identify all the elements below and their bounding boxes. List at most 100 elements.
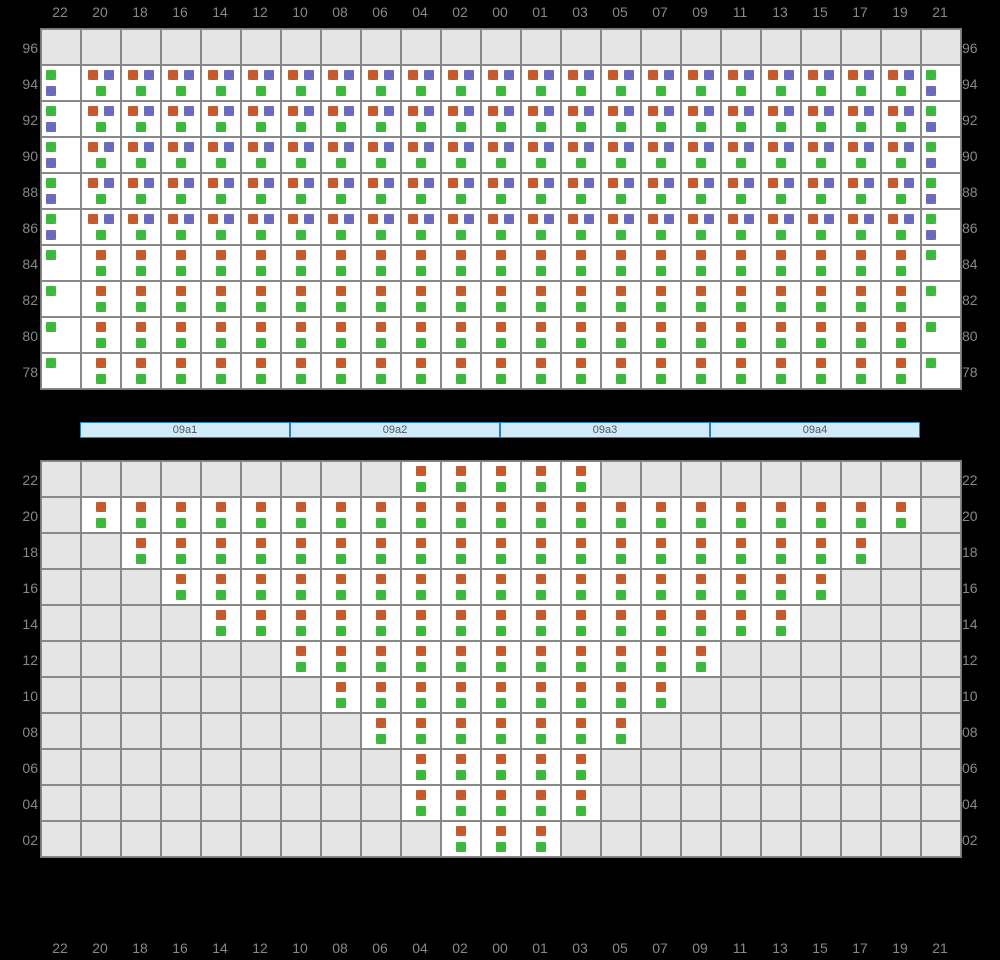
rack-cell[interactable]: [441, 749, 481, 785]
rack-cell[interactable]: [161, 29, 201, 65]
rack-cell[interactable]: [161, 533, 201, 569]
rack-cell[interactable]: [241, 533, 281, 569]
rack-cell[interactable]: [81, 137, 121, 173]
rack-cell[interactable]: [721, 497, 761, 533]
rack-cell[interactable]: [281, 677, 321, 713]
rack-cell[interactable]: [321, 353, 361, 389]
rack-cell[interactable]: [881, 353, 921, 389]
rack-cell[interactable]: [441, 677, 481, 713]
rack-cell[interactable]: [561, 821, 601, 857]
rack-cell[interactable]: [281, 29, 321, 65]
rack-cell[interactable]: [81, 605, 121, 641]
rack-cell[interactable]: [881, 605, 921, 641]
rack-cell[interactable]: [401, 101, 441, 137]
rack-cell[interactable]: [161, 749, 201, 785]
rack-cell[interactable]: [41, 101, 81, 137]
rack-cell[interactable]: [601, 569, 641, 605]
rack-cell[interactable]: [121, 29, 161, 65]
rack-cell[interactable]: [121, 461, 161, 497]
segment[interactable]: 09a3: [500, 422, 710, 438]
rack-cell[interactable]: [41, 497, 81, 533]
rack-cell[interactable]: [161, 281, 201, 317]
rack-cell[interactable]: [121, 497, 161, 533]
rack-cell[interactable]: [761, 173, 801, 209]
rack-cell[interactable]: [161, 65, 201, 101]
rack-cell[interactable]: [161, 785, 201, 821]
rack-cell[interactable]: [161, 101, 201, 137]
rack-cell[interactable]: [681, 821, 721, 857]
rack-cell[interactable]: [361, 821, 401, 857]
rack-cell[interactable]: [601, 353, 641, 389]
rack-cell[interactable]: [761, 245, 801, 281]
rack-cell[interactable]: [401, 569, 441, 605]
rack-cell[interactable]: [521, 821, 561, 857]
rack-cell[interactable]: [561, 137, 601, 173]
rack-cell[interactable]: [161, 137, 201, 173]
rack-cell[interactable]: [881, 209, 921, 245]
rack-cell[interactable]: [841, 137, 881, 173]
rack-cell[interactable]: [841, 785, 881, 821]
rack-cell[interactable]: [801, 497, 841, 533]
rack-cell[interactable]: [521, 497, 561, 533]
rack-cell[interactable]: [601, 173, 641, 209]
rack-cell[interactable]: [561, 641, 601, 677]
rack-cell[interactable]: [321, 317, 361, 353]
rack-cell[interactable]: [201, 785, 241, 821]
rack-cell[interactable]: [41, 245, 81, 281]
rack-cell[interactable]: [441, 821, 481, 857]
rack-cell[interactable]: [441, 533, 481, 569]
rack-cell[interactable]: [441, 641, 481, 677]
rack-cell[interactable]: [841, 641, 881, 677]
rack-cell[interactable]: [401, 137, 441, 173]
rack-cell[interactable]: [481, 101, 521, 137]
rack-cell[interactable]: [641, 497, 681, 533]
rack-cell[interactable]: [81, 713, 121, 749]
rack-cell[interactable]: [201, 281, 241, 317]
rack-cell[interactable]: [321, 209, 361, 245]
rack-cell[interactable]: [321, 65, 361, 101]
rack-cell[interactable]: [881, 461, 921, 497]
rack-cell[interactable]: [321, 29, 361, 65]
rack-cell[interactable]: [921, 281, 961, 317]
rack-cell[interactable]: [761, 137, 801, 173]
rack-cell[interactable]: [241, 785, 281, 821]
rack-cell[interactable]: [401, 785, 441, 821]
rack-cell[interactable]: [361, 749, 401, 785]
rack-cell[interactable]: [81, 101, 121, 137]
rack-cell[interactable]: [441, 461, 481, 497]
rack-cell[interactable]: [161, 245, 201, 281]
rack-cell[interactable]: [721, 101, 761, 137]
rack-cell[interactable]: [881, 497, 921, 533]
rack-cell[interactable]: [41, 605, 81, 641]
rack-cell[interactable]: [641, 461, 681, 497]
rack-cell[interactable]: [561, 677, 601, 713]
rack-cell[interactable]: [241, 29, 281, 65]
rack-cell[interactable]: [81, 461, 121, 497]
rack-cell[interactable]: [401, 317, 441, 353]
rack-cell[interactable]: [241, 821, 281, 857]
rack-cell[interactable]: [921, 101, 961, 137]
rack-cell[interactable]: [641, 569, 681, 605]
rack-cell[interactable]: [321, 821, 361, 857]
rack-cell[interactable]: [481, 605, 521, 641]
rack-cell[interactable]: [561, 749, 601, 785]
rack-cell[interactable]: [681, 317, 721, 353]
rack-cell[interactable]: [401, 677, 441, 713]
rack-cell[interactable]: [561, 245, 601, 281]
rack-cell[interactable]: [521, 173, 561, 209]
rack-cell[interactable]: [641, 245, 681, 281]
rack-cell[interactable]: [641, 173, 681, 209]
rack-cell[interactable]: [121, 173, 161, 209]
rack-cell[interactable]: [601, 29, 641, 65]
rack-cell[interactable]: [241, 749, 281, 785]
rack-cell[interactable]: [441, 101, 481, 137]
rack-cell[interactable]: [41, 29, 81, 65]
rack-cell[interactable]: [561, 29, 601, 65]
rack-cell[interactable]: [281, 533, 321, 569]
rack-cell[interactable]: [561, 317, 601, 353]
rack-cell[interactable]: [321, 533, 361, 569]
rack-cell[interactable]: [721, 281, 761, 317]
rack-cell[interactable]: [721, 29, 761, 65]
rack-cell[interactable]: [641, 101, 681, 137]
rack-cell[interactable]: [201, 497, 241, 533]
